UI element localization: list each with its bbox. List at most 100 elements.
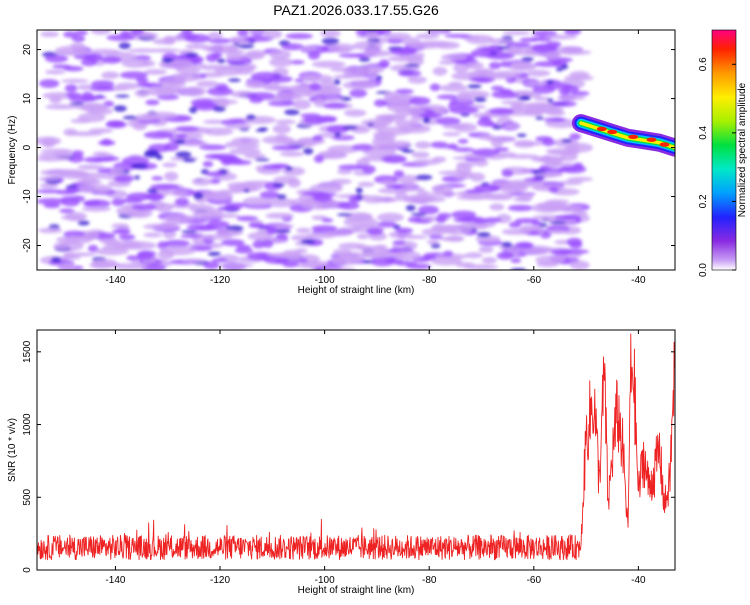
noise-cell: [555, 67, 564, 72]
noise-cell: [389, 48, 417, 56]
noise-cell: [334, 132, 341, 138]
noise-cell: [516, 133, 527, 138]
noise-cell: [54, 51, 87, 56]
noise-cell: [170, 190, 188, 197]
noise-cell: [157, 249, 174, 260]
noise-cell: [380, 180, 398, 185]
noise-cell: [136, 77, 149, 84]
spectrogram-x-axis-label: Height of straight line (km): [298, 285, 415, 296]
noise-cell: [118, 42, 131, 50]
signal-ridge-peak: [659, 142, 670, 147]
noise-cell: [53, 150, 73, 159]
noise-cell: [504, 123, 521, 129]
noise-cell: [491, 90, 520, 99]
noise-cell: [269, 49, 291, 60]
noise-cell: [320, 30, 341, 38]
x-tick-label: -100: [315, 575, 335, 586]
noise-cell: [203, 261, 220, 270]
signal-ridge-peak: [607, 129, 618, 135]
colorbar-ticks: 0.0 0.2 0.4 0.6: [698, 57, 736, 277]
noise-cell: [561, 139, 572, 143]
noise-cell: [130, 163, 149, 170]
noise-cell: [115, 94, 130, 98]
noise-cell: [77, 220, 90, 226]
colorbar-tick-label: 0.0: [698, 263, 709, 277]
noise-cell: [225, 123, 253, 130]
colorbar-tick-label: 0.4: [698, 125, 709, 139]
noise-cell: [397, 70, 422, 77]
noise-cell: [203, 127, 234, 136]
snr-series-line: [37, 333, 675, 561]
noise-cell: [488, 185, 499, 191]
noise-cell: [393, 250, 421, 261]
noise-cell: [110, 167, 124, 176]
noise-cell: [432, 66, 448, 76]
y-tick-label: 0: [22, 567, 33, 573]
x-tick-label: -140: [105, 275, 125, 286]
noise-cell: [214, 66, 244, 76]
noise-cell: [386, 102, 411, 112]
noise-cell: [436, 117, 461, 126]
x-tick-label: -120: [210, 575, 230, 586]
spectrogram-signal-ridge: [571, 114, 675, 157]
noise-cell: [549, 221, 566, 225]
noise-cell: [332, 248, 352, 256]
noise-cell: [247, 231, 273, 241]
noise-cell: [215, 229, 238, 236]
noise-cell: [511, 62, 533, 70]
noise-cell: [106, 34, 135, 41]
noise-cell: [37, 189, 63, 194]
noise-cell: [64, 252, 97, 257]
noise-cell: [176, 134, 188, 139]
noise-cell: [464, 252, 483, 259]
noise-cell: [266, 198, 296, 208]
noise-cell: [377, 221, 397, 228]
noise-cell: [393, 170, 405, 178]
noise-cell: [469, 77, 492, 82]
noise-cell: [276, 194, 287, 200]
colorbar-tick-label: 0.6: [698, 57, 709, 71]
noise-cell: [367, 123, 374, 127]
noise-cell: [39, 79, 60, 88]
noise-cell: [182, 86, 207, 97]
noise-cell: [456, 94, 474, 102]
noise-cell: [265, 212, 295, 219]
noise-cell: [445, 235, 465, 242]
noise-cell: [481, 257, 497, 264]
noise-cell: [316, 184, 344, 189]
noise-cell: [456, 195, 491, 200]
noise-cell: [212, 258, 228, 263]
snr-y-axis-label: SNR (10 * v/v): [7, 418, 18, 482]
y-tick-label: 10: [22, 93, 33, 105]
noise-cell: [535, 172, 563, 178]
noise-cell: [375, 114, 410, 119]
noise-cell: [404, 63, 421, 67]
noise-cell: [444, 224, 457, 234]
noise-cell: [362, 165, 376, 174]
noise-cell: [151, 176, 164, 181]
noise-cell: [39, 182, 59, 189]
colorbar-tick-label: 0.2: [698, 194, 709, 208]
noise-cell: [248, 222, 265, 228]
noise-cell: [287, 178, 301, 188]
noise-cell: [313, 97, 326, 108]
noise-cell: [115, 82, 140, 90]
noise-cell: [136, 251, 154, 260]
x-tick-label: -40: [631, 575, 646, 586]
noise-cell: [539, 223, 548, 228]
noise-cell: [505, 42, 531, 48]
noise-cell: [337, 201, 360, 210]
colorbar-frame: [711, 29, 737, 271]
noise-cell: [45, 69, 66, 75]
noise-cell: [237, 43, 255, 49]
colorbar-label: Normalized spectral amplitude: [737, 82, 748, 217]
noise-cell: [507, 204, 534, 212]
noise-cell: [477, 118, 494, 127]
noise-cell: [77, 164, 105, 170]
noise-cell: [63, 31, 78, 38]
noise-cell: [402, 196, 433, 204]
noise-cell: [428, 234, 443, 240]
noise-cell: [501, 241, 513, 248]
noise-cell: [358, 57, 371, 62]
